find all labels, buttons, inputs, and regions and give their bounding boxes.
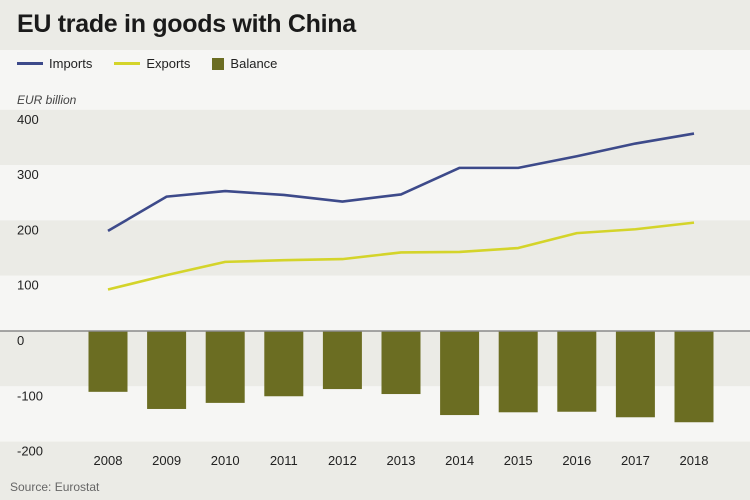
chart-title: EU trade in goods with China <box>17 10 356 38</box>
x-tick-label: 2011 <box>270 453 298 468</box>
source-note: Source: Eurostat <box>10 480 100 494</box>
bar-balance-2011 <box>264 331 304 397</box>
y-tick-label: -200 <box>17 444 43 459</box>
bar-balance-2017 <box>615 331 655 418</box>
legend-swatch-balance <box>212 57 225 70</box>
grid-band <box>0 441 750 500</box>
legend-swatch-exports <box>114 62 141 65</box>
x-tick-label: 2018 <box>680 453 709 468</box>
x-tick-label: 2017 <box>621 453 650 468</box>
y-tick-label: 300 <box>17 167 39 182</box>
x-tick-label: 2016 <box>562 453 591 468</box>
x-tick-label: 2010 <box>211 453 240 468</box>
bar-balance-2008 <box>88 331 128 392</box>
y-tick-label: 400 <box>17 112 39 127</box>
x-tick-label: 2014 <box>445 453 474 468</box>
legend-item-imports: Imports <box>17 56 92 71</box>
header-band <box>0 0 750 50</box>
legend-label-imports: Imports <box>49 56 93 71</box>
grid-band <box>0 109 750 166</box>
legend-label-balance: Balance <box>230 56 278 71</box>
bar-balance-2013 <box>381 331 421 395</box>
grid-band <box>0 165 750 221</box>
y-tick-label: 200 <box>17 222 39 237</box>
x-tick-label: 2008 <box>94 453 123 468</box>
x-tick-label: 2012 <box>328 453 357 468</box>
x-tick-label: 2015 <box>504 453 533 468</box>
legend-swatch-imports <box>17 62 43 65</box>
grid-band <box>0 275 750 331</box>
bar-balance-2018 <box>674 331 714 423</box>
legend-item-balance: Balance <box>212 56 277 71</box>
y-tick-label: 0 <box>17 333 24 348</box>
bar-balance-2010 <box>205 331 245 403</box>
legend-label-exports: Exports <box>146 56 191 71</box>
bar-balance-2015 <box>498 331 538 413</box>
bar-balance-2014 <box>440 331 480 416</box>
x-tick-label: 2013 <box>387 453 416 468</box>
y-tick-label: 100 <box>17 278 39 293</box>
bar-balance-2009 <box>147 331 187 409</box>
x-tick-label: 2009 <box>152 453 181 468</box>
bar-balance-2016 <box>557 331 597 412</box>
legend: Imports Exports Balance <box>17 56 299 71</box>
y-tick-label: -100 <box>17 388 43 403</box>
legend-item-exports: Exports <box>114 56 190 71</box>
y-axis-label: EUR billion <box>17 93 77 107</box>
bar-balance-2012 <box>322 331 362 390</box>
